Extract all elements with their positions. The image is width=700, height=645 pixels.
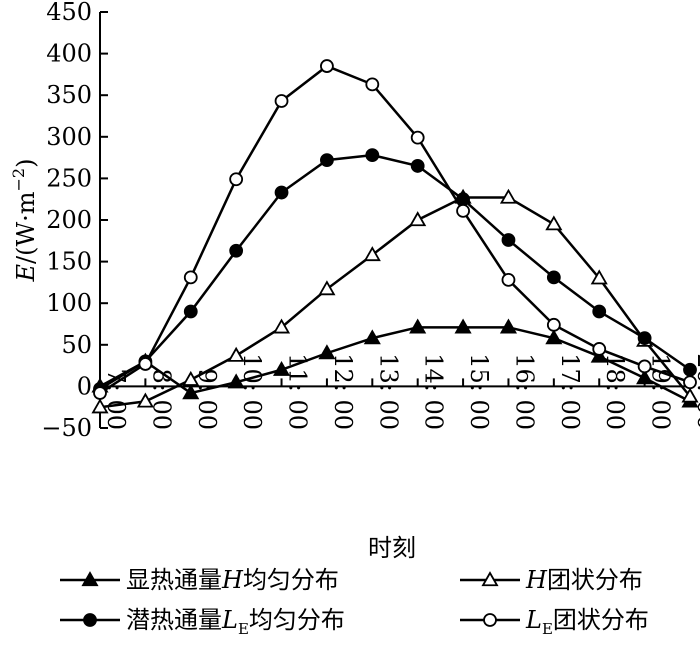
data-point [93,386,107,400]
legend-label: H团状分布 [525,566,643,594]
data-point [318,280,336,296]
data-point [272,318,291,334]
series-group [91,59,699,414]
y-axis-label-exponent: −2 [9,168,28,192]
data-point [590,269,608,285]
legend-label: LE团状分布 [525,606,649,638]
legend-marker [81,571,99,587]
data-point [683,375,697,390]
legend-label: 显热通量H均匀分布 [126,566,339,594]
data-point [499,188,518,204]
y-tick-label: 0 [77,372,92,400]
y-axis-label-unit: /(W·m [12,191,40,264]
y-axis-label-symbol: E [12,264,40,283]
y-tick-label: 250 [46,164,92,192]
x-tick-label: 9: 00 [193,368,221,430]
data-point [320,153,334,167]
x-axis-label: 时刻 [368,534,416,562]
y-tick-label: 400 [46,40,92,68]
data-point [410,130,425,145]
legend-item: H团状分布 [460,566,643,594]
legend-item: 显热通量H均匀分布 [60,566,339,594]
data-point [501,273,516,287]
data-point [365,77,380,92]
data-point [182,370,200,386]
y-axis-label-close: ) [12,158,40,167]
data-point [637,331,652,346]
series-line [99,326,691,403]
data-point [545,329,563,345]
data-point [229,243,244,258]
y-tick-label: 350 [46,81,92,109]
x-tick-label: 20: 00 [692,353,700,430]
y-ticks: 450 400 350 300 250 200 150 100 50 0 −50 [41,0,108,442]
data-point [546,270,561,285]
data-point [136,392,154,408]
data-point [637,359,652,374]
data-point [545,215,563,231]
series-line [99,64,691,395]
x-tick-label: 17: 00 [556,353,584,430]
data-point [681,387,699,403]
y-tick-label: 200 [46,206,92,234]
x-tick-label: 12: 00 [329,353,357,430]
data-point [318,344,336,360]
data-point [592,304,607,319]
legend-label: 潜热通量LE均匀分布 [126,606,345,638]
x-tick-label: 14: 00 [420,353,448,430]
data-point [454,318,472,334]
data-point [182,384,200,400]
legend-marker [483,613,497,627]
data-point [499,318,518,334]
legend-item: 潜热通量LE均匀分布 [60,606,345,638]
data-point [363,329,381,345]
data-point [546,317,561,332]
data-point [138,357,153,371]
series-4 [93,59,697,400]
data-point [592,342,607,356]
data-point [274,185,289,200]
x-tick-label: 15: 00 [465,353,493,430]
data-point [409,318,427,334]
data-point [320,59,334,73]
series-3 [93,148,697,396]
data-point [91,398,109,414]
data-point [183,304,198,319]
y-axis-label: E/(W·m−2) [9,158,40,282]
data-point [183,270,198,285]
y-tick-label: 50 [61,331,92,359]
x-tick-label: 16: 00 [510,353,538,430]
legend-marker [83,613,97,627]
y-tick-label: 300 [46,123,92,151]
data-point [409,211,427,227]
data-point [365,148,380,163]
data-point [410,159,425,173]
y-tick-label: 450 [46,0,92,26]
y-tick-label: 100 [46,289,92,317]
y-tick-label: −50 [41,414,92,442]
data-point [274,94,289,108]
x-tick-label: 13: 00 [374,353,402,430]
data-point [363,246,381,262]
x-tick-label: 18: 00 [601,353,629,430]
x-tick-label: 10: 00 [238,353,266,430]
data-point [227,373,245,389]
data-point [456,203,470,218]
data-point [227,346,245,362]
y-tick-label: 150 [46,248,92,276]
data-point [636,369,654,385]
legend-marker [481,571,499,587]
data-point [229,172,244,187]
data-point [501,233,516,247]
data-point [272,360,291,376]
x-ticks: 7: 00 8: 00 9: 00 10: 00 11: 00 12: 00 13: 00 1… [99,353,700,430]
series-line [99,153,691,390]
series-line [99,196,691,409]
series-2 [91,188,699,414]
legend-item: LE团状分布 [460,606,649,638]
data-point [683,362,697,377]
